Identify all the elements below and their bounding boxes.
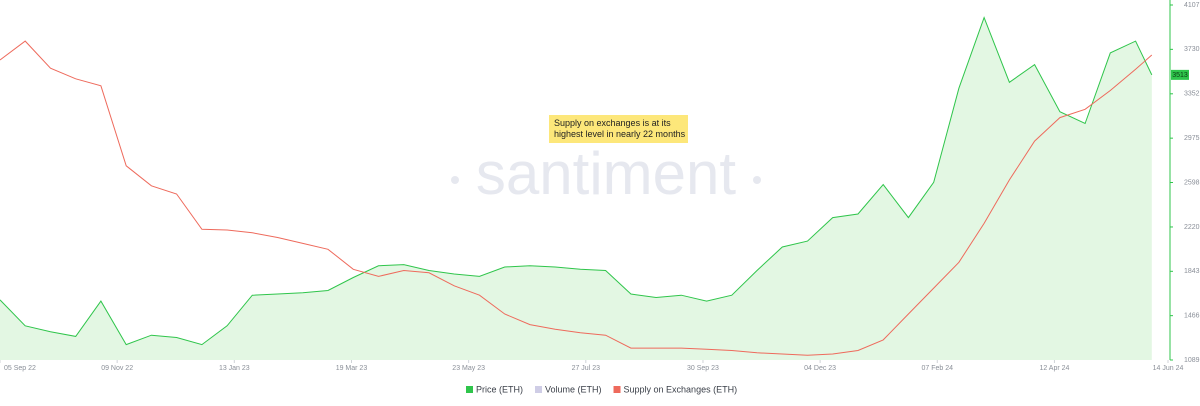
x-tick-label: 07 Feb 24 — [922, 365, 954, 372]
x-tick-label: 05 Sep 22 — [4, 365, 36, 372]
y-tick-label: 1466 — [1184, 312, 1200, 319]
price-area — [0, 17, 1152, 360]
x-tick-label: 12 Apr 24 — [1039, 365, 1069, 372]
x-tick-label: 30 Sep 23 — [687, 365, 719, 372]
y-tick-label: 3730 — [1184, 46, 1200, 53]
watermark-text: santiment — [476, 140, 736, 207]
legend-swatch — [613, 386, 621, 393]
y-tick-label: 3352 — [1184, 91, 1200, 98]
last-value-badge — [1171, 69, 1189, 80]
annotation: Supply on exchanges is at its highest le… — [549, 115, 688, 143]
annotation-line: highest level in nearly 22 months — [554, 129, 686, 139]
legend: Price (ETH) Volume (ETH) Supply on Exchang… — [466, 384, 737, 394]
x-tick-label: 09 Nov 22 — [101, 365, 133, 372]
legend-label: Supply on Exchanges (ETH) — [624, 384, 738, 394]
watermark-dot — [753, 176, 761, 184]
y-tick-label: 1843 — [1184, 268, 1200, 275]
x-tick-label: 04 Dec 23 — [804, 365, 836, 372]
watermark: santiment — [451, 140, 761, 207]
legend-swatch — [535, 386, 542, 393]
legend-label: Price (ETH) — [476, 384, 523, 394]
watermark-dot — [451, 176, 459, 184]
series-line — [0, 40, 1153, 356]
y-tick-label: 4107 — [1184, 2, 1200, 9]
axes: 3513 1089 1466 1843 2220 2598 2975 3352 3730 4107… — [0, 0, 1200, 372]
x-tick-label: 13 Jan 23 — [219, 365, 250, 372]
plot — [0, 16, 1153, 360]
x-tick-label: 19 Mar 23 — [336, 365, 368, 372]
y-tick-label: 1089 — [1184, 357, 1200, 364]
legend-label: Volume (ETH) — [545, 384, 602, 394]
legend-swatch — [466, 386, 473, 393]
annotation-line: Supply on exchanges is at its — [554, 118, 671, 128]
x-tick-label: 27 Jul 23 — [572, 365, 601, 372]
annotation-box — [549, 115, 688, 143]
last-value-label: 3513 — [1172, 72, 1188, 79]
y-tick-label: 2598 — [1184, 179, 1200, 186]
series-line — [0, 16, 1153, 346]
x-tick-label: 23 May 23 — [452, 365, 485, 372]
y-tick-label: 2975 — [1184, 135, 1200, 142]
y-tick-label: 2220 — [1184, 224, 1200, 231]
x-tick-label: 14 Jun 24 — [1153, 365, 1184, 372]
